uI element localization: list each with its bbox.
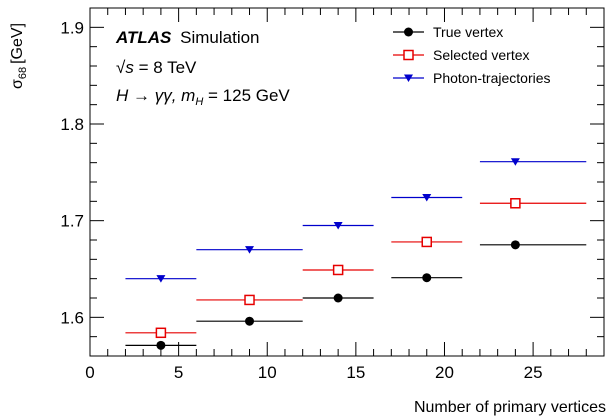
legend-label-true-vertex: True vertex: [433, 24, 503, 40]
photon-trajectories-point: [510, 158, 520, 166]
selected-vertex-point: [244, 294, 255, 306]
photon-trajectories-point: [422, 193, 432, 202]
atlas-label: ATLAS Simulation: [115, 28, 260, 47]
plot-layer: 0 5 10 15 20 25 1.6 1.7 1.8 1.9: [60, 7, 604, 382]
x-tick-label: 5: [174, 363, 183, 382]
legend-marker-selected-vertex: [403, 49, 414, 61]
mass-value-text: = 125 GeV: [203, 86, 290, 105]
true-vertex-point: [333, 293, 343, 303]
true-vertex-point: [422, 273, 432, 283]
y-axis-title: σ68 [GeV]: [9, 23, 29, 89]
true-vertex-point: [156, 340, 166, 350]
selected-vertex-point: [332, 264, 344, 276]
process-label: H → γγ, mH = 125 GeV: [116, 86, 290, 108]
legend-marker-photon-trajectories: [404, 74, 413, 82]
legend-label-photon-trajectories: Photon-trajectories: [433, 70, 551, 86]
y-axis-title-sub: 68: [17, 67, 29, 79]
y-tick-label: 1.8: [60, 115, 84, 134]
energy-value-text: = 8 TeV: [134, 58, 197, 77]
simulation-text: Simulation: [180, 28, 259, 47]
legend-label-selected-vertex: Selected vertex: [433, 47, 530, 63]
energy-label: √s = 8 TeV: [116, 58, 197, 77]
true-vertex-point: [510, 240, 520, 250]
y-tick-label: 1.7: [60, 212, 84, 231]
x-tick-label: 20: [435, 363, 454, 382]
plot-frame: [89, 7, 605, 357]
x-tick-label: 10: [258, 363, 277, 382]
selected-vertex-point: [421, 236, 433, 248]
process-text: H → γγ, m: [116, 86, 195, 105]
selected-vertex-point: [510, 198, 521, 209]
atlas-logo-text: ATLAS: [115, 28, 172, 47]
legend-marker-true-vertex: [404, 27, 413, 37]
y-tick-label: 1.6: [60, 308, 84, 327]
photon-trajectories-point: [333, 222, 343, 230]
y-axis-title-main: σ: [9, 79, 26, 89]
x-axis-title: Number of primary vertices: [414, 399, 606, 416]
sqrt-s-text: √s: [116, 58, 134, 77]
x-tick-label: 25: [524, 363, 543, 382]
y-axis-title-unit: [GeV]: [9, 23, 26, 64]
selected-vertex-point: [155, 327, 167, 339]
legend: True vertex Selected vertex Photon-traject…: [393, 24, 551, 86]
photon-trajectories-point: [156, 275, 166, 283]
process-sub-text: H: [195, 96, 203, 108]
y-tick-label: 1.9: [60, 18, 84, 37]
photon-trajectories-point: [245, 246, 255, 254]
true-vertex-point: [245, 316, 255, 326]
x-tick-label: 15: [346, 363, 365, 382]
x-tick-label: 0: [85, 363, 94, 382]
